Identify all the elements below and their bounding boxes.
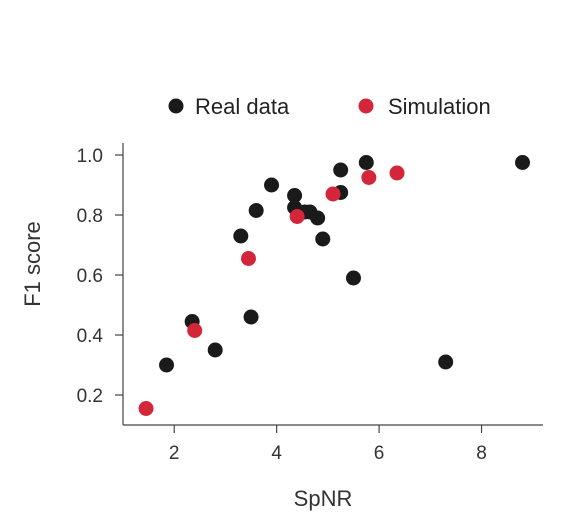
simulation-point [289,209,305,224]
real-data-point [233,228,249,244]
simulation-point [389,165,405,181]
x-tick-label: 4 [271,443,282,464]
legend: Real data Simulation [168,94,491,119]
real-data-point [243,309,259,325]
real-data-point [264,177,280,193]
simulation-point [240,251,256,266]
x-tick-label: 2 [169,443,180,464]
y-tick-label: 1.0 [77,146,103,167]
real-data-point [310,210,326,226]
legend-marker-simulation [358,98,374,114]
y-tick-label: 0.8 [77,206,103,227]
simulation-point [138,401,154,416]
real-data-point [358,155,374,170]
real-data-point [438,354,454,370]
legend-label-simulation: Simulation [388,94,491,119]
x-tick-label: 6 [374,443,385,464]
real-data-point [515,155,531,170]
axes: 2 4 6 8 0.2 0.4 0.6 0.8 1.0 [77,143,543,464]
legend-marker-real-data [168,98,184,114]
real-data-point [315,231,331,247]
real-data-point [159,357,175,373]
y-tick-label: 0.4 [77,326,104,347]
real-data-point [287,188,303,203]
y-tick-label: 0.2 [77,386,103,407]
x-axis-title: SpNR [294,486,353,511]
simulation-point [325,186,341,202]
simulation-point [361,170,377,185]
legend-label-real-data: Real data [195,94,290,119]
x-tick-label: 8 [476,443,487,464]
y-tick-label: 0.6 [77,266,103,287]
real-data-point [248,203,264,218]
simulation-point [187,323,203,338]
real-data-point [333,162,349,178]
real-data-point [207,342,223,358]
y-axis-title: F1 score [20,221,45,307]
data-points [138,155,531,416]
real-data-point [345,270,361,286]
